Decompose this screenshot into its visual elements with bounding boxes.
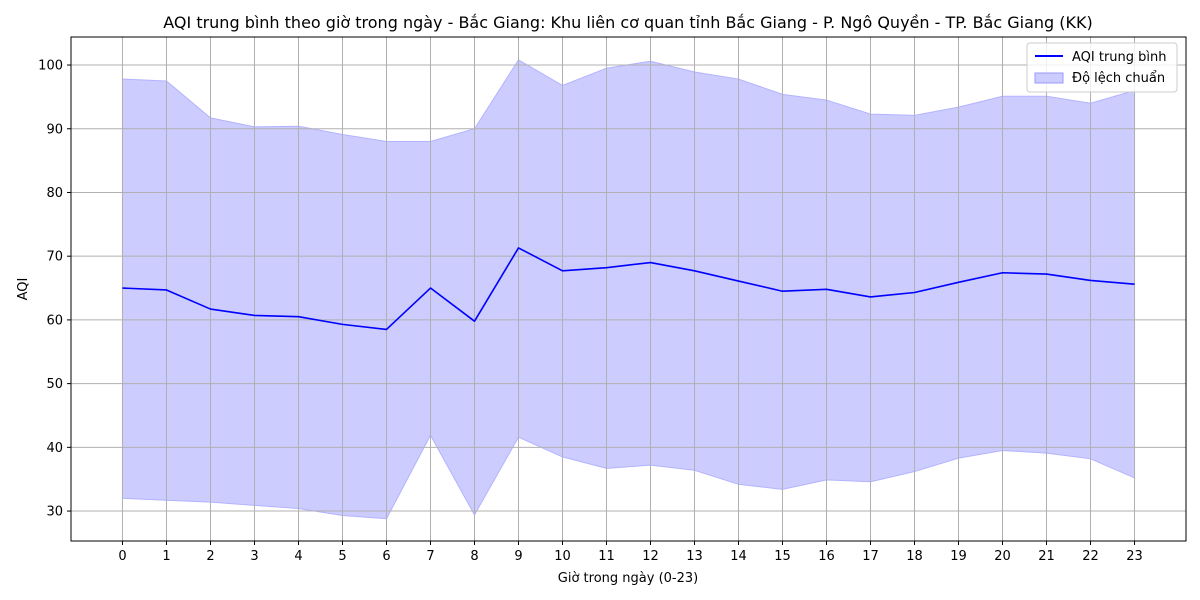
x-tick-label: 17 [862, 549, 879, 564]
x-tick-label: 3 [250, 549, 258, 564]
y-ticks: 30 40 50 60 70 80 90 100 [38, 59, 71, 520]
y-tick-label: 80 [46, 186, 63, 201]
y-tick-label: 60 [46, 313, 63, 328]
legend-band-swatch [1034, 72, 1064, 84]
y-axis-label: AQI [16, 278, 31, 301]
legend-box [1026, 42, 1178, 93]
x-tick-label: 20 [994, 549, 1011, 564]
x-tick-label: 12 [642, 549, 659, 564]
y-tick-label: 50 [46, 377, 63, 392]
legend-label-mean: AQI trung bình [1072, 50, 1167, 65]
x-tick-label: 1 [162, 549, 170, 564]
x-tick-label: 11 [598, 549, 615, 564]
y-tick-label: 30 [46, 505, 63, 520]
x-tick-label: 19 [950, 549, 967, 564]
y-tick-label: 100 [38, 59, 63, 74]
plot-frame [70, 36, 1187, 542]
y-tick-label: 70 [46, 250, 63, 265]
y-tick-label: 40 [46, 441, 63, 456]
x-tick-label: 16 [818, 549, 835, 564]
x-tick-label: 8 [470, 549, 478, 564]
x-tick-label: 21 [1038, 549, 1055, 564]
x-tick-label: 15 [774, 549, 791, 564]
x-tick-label: 23 [1126, 549, 1143, 564]
x-tick-label: 10 [554, 549, 571, 564]
x-tick-label: 2 [206, 549, 214, 564]
mean-line [122, 247, 1135, 331]
x-tick-label: 18 [906, 549, 923, 564]
x-tick-label: 22 [1082, 549, 1099, 564]
x-axis-label: Giờ trong ngày (0-23) [558, 571, 698, 586]
x-tick-label: 14 [730, 549, 747, 564]
chart-title: AQI trung bình theo giờ trong ngày - Bắc… [163, 13, 1092, 32]
legend: AQI trung bình Độ lệch chuẩn [1026, 42, 1178, 93]
legend-label-std: Độ lệch chuẩn [1072, 71, 1165, 86]
x-tick-label: 9 [514, 549, 522, 564]
x-tick-label: 7 [426, 549, 434, 564]
grid-layer [71, 37, 1186, 541]
y-tick-label: 90 [46, 122, 63, 137]
x-tick-label: 0 [118, 549, 126, 564]
x-tick-label: 5 [338, 549, 346, 564]
x-tick-label: 6 [382, 549, 390, 564]
x-tick-label: 13 [686, 549, 703, 564]
line-layer [122, 247, 1135, 331]
x-tick-label: 4 [294, 549, 302, 564]
x-ticks: 0 1 2 3 4 5 6 7 8 9 10 11 12 13 14 15 16 17 18 19 20 21 22 23 [118, 541, 1143, 564]
